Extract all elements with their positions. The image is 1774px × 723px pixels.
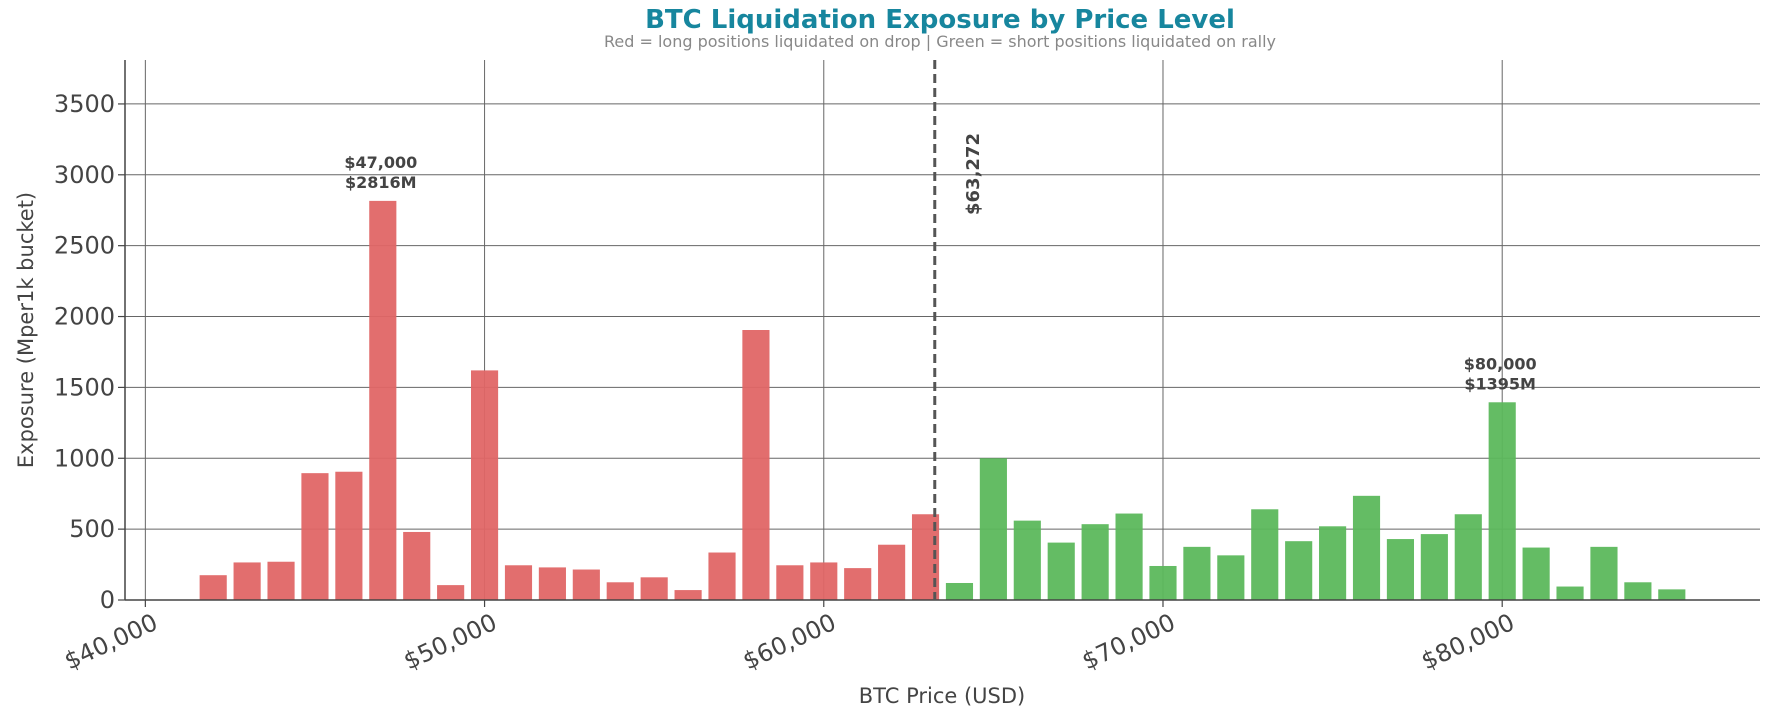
bar xyxy=(878,544,906,600)
annotation: $2816M xyxy=(345,173,417,192)
y-tick-label: 2500 xyxy=(54,232,115,260)
bar xyxy=(674,590,702,600)
y-axis-label: Exposure (Mper1k bucket) xyxy=(14,192,38,468)
bar xyxy=(233,562,261,600)
bar xyxy=(1488,402,1516,600)
bar xyxy=(1454,514,1482,600)
x-axis-label: BTC Price (USD) xyxy=(859,684,1026,708)
bar xyxy=(369,200,397,600)
bar xyxy=(1590,546,1618,600)
bar xyxy=(403,531,431,600)
bar xyxy=(1149,565,1177,600)
bar xyxy=(776,565,804,600)
bar xyxy=(199,575,227,600)
annotation: $80,000 xyxy=(1464,354,1537,373)
bar xyxy=(301,473,329,600)
bar xyxy=(572,569,600,600)
bar xyxy=(979,458,1007,600)
bar xyxy=(504,565,533,600)
bar xyxy=(1081,524,1109,600)
bar xyxy=(1013,520,1041,600)
bar xyxy=(1047,542,1075,600)
bar xyxy=(1319,526,1347,600)
bar xyxy=(640,577,668,600)
bar xyxy=(945,582,974,600)
bar xyxy=(1251,509,1279,600)
bar xyxy=(810,562,838,600)
x-tick-label: $40,000 xyxy=(60,608,162,675)
bar xyxy=(1658,589,1686,600)
y-tick-label: 1500 xyxy=(54,373,115,401)
x-tick-label: $60,000 xyxy=(739,608,841,675)
bar xyxy=(470,370,499,600)
bar xyxy=(437,585,465,600)
bar xyxy=(1115,513,1143,600)
annotation: $1395M xyxy=(1464,374,1536,393)
x-tick-label: $50,000 xyxy=(399,608,501,675)
bar xyxy=(1386,539,1415,600)
x-tick-label: $70,000 xyxy=(1078,608,1180,675)
bar xyxy=(538,567,566,600)
y-tick-label: 1000 xyxy=(54,444,115,472)
y-tick-label: 2000 xyxy=(54,303,115,331)
bar xyxy=(267,561,295,600)
bar xyxy=(1183,546,1211,600)
bar xyxy=(844,568,872,600)
y-tick-label: 500 xyxy=(69,515,115,543)
bar xyxy=(1522,547,1550,600)
current-price-label: $63,272 xyxy=(963,133,984,215)
bar xyxy=(335,471,363,600)
x-tick-label: $80,000 xyxy=(1417,608,1519,675)
bar xyxy=(742,330,770,600)
bar xyxy=(1217,555,1245,600)
y-tick-label: 3500 xyxy=(54,90,115,118)
bar xyxy=(1624,582,1652,600)
bar xyxy=(1352,495,1381,600)
annotation: $47,000 xyxy=(344,153,417,172)
bar xyxy=(1556,586,1584,600)
y-tick-label: 3000 xyxy=(54,161,115,189)
bar xyxy=(606,582,634,600)
y-tick-label: 0 xyxy=(100,586,115,614)
chart-subtitle: Red = long positions liquidated on drop … xyxy=(604,32,1276,51)
bar xyxy=(1285,541,1313,600)
bar xyxy=(708,552,736,600)
bar xyxy=(1420,534,1448,600)
chart-title: BTC Liquidation Exposure by Price Level xyxy=(645,5,1235,35)
